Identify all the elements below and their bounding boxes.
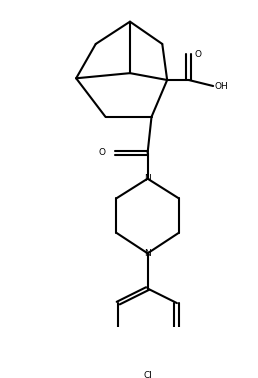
Text: O: O (98, 149, 105, 157)
Text: N: N (144, 174, 151, 183)
Text: O: O (195, 50, 202, 59)
Text: Cl: Cl (143, 371, 152, 378)
Text: N: N (144, 249, 151, 258)
Text: OH: OH (214, 82, 228, 90)
